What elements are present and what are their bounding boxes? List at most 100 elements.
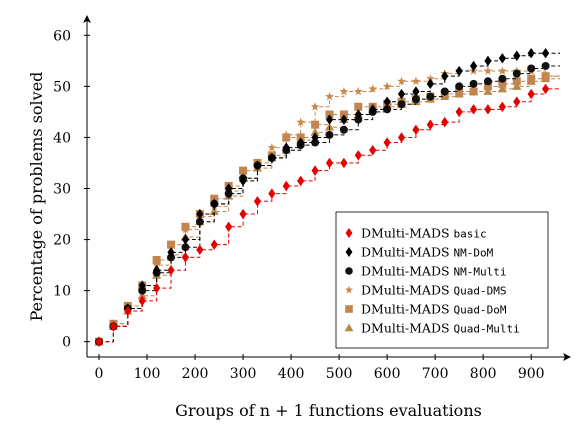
data-point [354,150,362,161]
data-point [340,157,348,169]
data-point [527,88,535,100]
data-point [268,188,276,199]
data-point [181,224,190,234]
data-point [512,77,521,86]
x-tick-label: 800 [470,366,497,382]
data-point [455,106,463,118]
y-axis-title: Percentage of problems solved [27,72,46,322]
data-point [296,117,306,126]
x-tick-label: 300 [230,366,257,382]
legend-marker [345,247,353,257]
x-tick-label: 900 [518,366,545,382]
data-point [166,240,176,249]
legend-label: DMulti-MADS NM-Multi [361,264,506,279]
legend-box [335,211,549,349]
data-point [124,305,132,317]
data-point [513,96,521,107]
data-point [196,244,204,255]
series-nm-dom [95,47,560,347]
data-point [297,137,305,148]
data-point [354,109,362,120]
data-point [225,183,233,194]
x-tick-label: 500 [326,366,353,382]
data-point [181,252,190,263]
data-point [498,53,506,64]
x-axis-title: Groups of n + 1 functions evaluations [175,401,482,420]
data-point [369,145,377,156]
legend-item: DMulti-MADS NM-Multi [345,264,506,279]
data-point [153,282,161,294]
data-point [152,260,161,269]
legend-item: DMulti-MADS Quad-DoM [345,302,507,317]
data-point [498,66,507,75]
data-point [541,47,550,59]
data-point [527,47,535,59]
data-point [282,142,290,153]
data-point [512,69,521,78]
data-point [325,91,334,101]
y-tick-label: 20 [53,233,71,249]
data-point [512,81,522,90]
data-point [527,64,536,73]
data-point [425,74,435,83]
data-point [397,88,406,100]
data-point [340,114,348,125]
data-point [239,175,247,187]
data-point [325,114,334,125]
data-point [210,239,218,250]
data-point [412,124,420,135]
data-point [441,70,449,82]
y-tick-label: 30 [53,182,71,198]
data-point [325,157,334,169]
data-point [339,125,348,134]
data-point [167,264,175,276]
ticks-layer: 0 100 200 300 400 500 600 700 800 900 0 10 20 30 40 50 6… [53,28,544,382]
y-tick-label: 60 [53,28,71,44]
data-point [483,77,492,86]
data-point [455,82,464,91]
series-layer [94,47,560,347]
data-point [426,119,434,130]
data-point [541,71,550,80]
legend-label: DMulti-MADS NM-DoM [361,245,494,260]
data-point [382,81,392,91]
data-point [138,295,146,307]
data-point [153,264,161,276]
y-tick-label: 0 [62,335,71,351]
data-point [311,165,319,176]
data-point [484,55,492,67]
data-point [383,137,391,148]
legend-marker [344,323,354,332]
data-point [455,65,463,77]
legend: DMulti-MADS basic DMulti-MADS NM-DoM DMult… [335,211,549,349]
data-point [282,180,290,192]
data-point [411,76,421,85]
data-point [181,234,190,245]
legend-label: DMulti-MADS Quad-Multi [361,321,520,336]
data-point [137,291,147,300]
data-point [210,198,218,210]
series-basic [95,83,560,347]
legend-label: DMulti-MADS Quad-DMS [361,283,506,298]
legend-marker [345,305,353,313]
data-point [353,86,363,96]
legend-marker [345,228,353,238]
data-point [109,321,118,332]
legend-item: DMulti-MADS basic [345,226,487,241]
data-point [484,104,492,115]
data-point [339,86,349,96]
data-point [469,104,478,115]
data-point [412,86,420,97]
data-point [498,79,507,88]
data-point [225,221,233,232]
data-point [209,206,219,215]
x-tick-label: 600 [374,366,401,382]
legend-label: DMulti-MADS basic [361,226,487,241]
data-point [311,120,320,129]
data-point [513,50,521,61]
data-point [397,100,406,109]
data-point [441,116,449,128]
legend-item: DMulti-MADS NM-DoM [345,245,494,260]
legend-item: DMulti-MADS Quad-Multi [344,321,520,336]
data-point [310,102,320,111]
